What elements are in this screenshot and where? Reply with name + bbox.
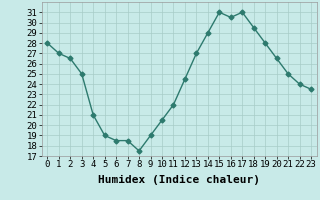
X-axis label: Humidex (Indice chaleur): Humidex (Indice chaleur) xyxy=(98,175,260,185)
